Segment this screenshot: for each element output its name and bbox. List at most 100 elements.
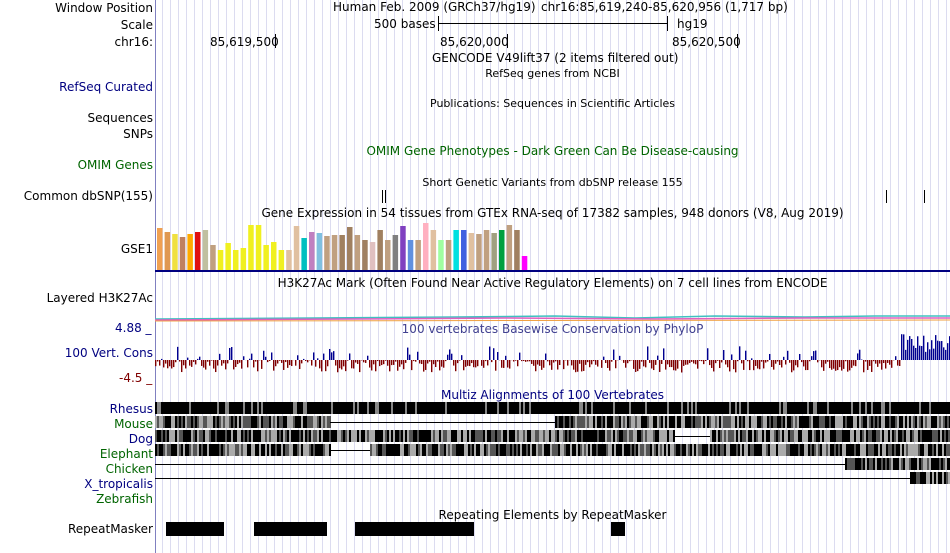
alignment-block	[900, 444, 902, 456]
alignment-block	[275, 416, 277, 428]
multiz-alignment[interactable]	[155, 401, 950, 493]
alignment-block	[891, 416, 893, 428]
repeat-element[interactable]	[166, 522, 224, 536]
alignment-block	[474, 444, 476, 456]
repeat-element[interactable]	[254, 522, 327, 536]
species-dog[interactable]: Dog	[128, 432, 153, 446]
alignment-block	[155, 402, 157, 414]
alignment-block	[859, 458, 861, 470]
cons-bar	[873, 360, 875, 362]
alignment-block	[157, 402, 159, 414]
alignment-block	[948, 472, 950, 484]
cons-bar	[251, 353, 253, 360]
alignment-block	[229, 444, 231, 456]
alignment-block	[946, 444, 948, 456]
repeatmasker-label[interactable]: RepeatMasker	[67, 522, 153, 536]
repeat-element[interactable]	[355, 522, 474, 536]
species-chicken[interactable]: Chicken	[105, 462, 153, 476]
alignment-block	[710, 444, 712, 456]
alignment-block	[181, 444, 183, 456]
gtex-bar	[339, 235, 345, 270]
alignment-block	[431, 430, 433, 442]
species-zebrafish[interactable]: Zebrafish	[96, 492, 153, 506]
alignment-block	[177, 402, 179, 414]
alignment-block	[583, 402, 585, 414]
dbsnp-label[interactable]: Common dbSNP(155)	[23, 189, 153, 203]
alignment-block	[484, 444, 486, 456]
alignment-block	[650, 444, 652, 456]
snp-mark[interactable]	[382, 190, 383, 203]
alignment-block	[849, 416, 851, 428]
sequences-label[interactable]: Sequences	[87, 111, 153, 125]
species-elephant[interactable]: Elephant	[99, 447, 153, 461]
omim-label[interactable]: OMIM Genes	[77, 158, 153, 172]
alignment-block	[478, 444, 480, 456]
gtex-chart[interactable]	[155, 222, 950, 274]
alignment-block	[754, 444, 756, 456]
alignment-block	[494, 444, 496, 456]
cons-bar	[655, 360, 657, 365]
alignment-block	[231, 444, 233, 456]
alignment-block	[579, 402, 581, 414]
cons-bar	[913, 345, 915, 360]
cons-bar	[191, 360, 193, 367]
publications-title[interactable]: Publications: Sequences in Scientific Ar…	[430, 97, 675, 110]
species-mouse[interactable]: Mouse	[114, 417, 153, 431]
alignment-block	[161, 430, 163, 442]
gtex-bar	[271, 242, 277, 270]
snp-mark[interactable]	[924, 190, 925, 203]
alignment-block	[203, 402, 205, 414]
refseq-label[interactable]: RefSeq Curated	[59, 80, 153, 94]
gtex-bar	[483, 230, 490, 270]
cons-bar	[931, 340, 933, 360]
h3k27ac-label[interactable]: Layered H3K27Ac	[46, 291, 153, 305]
alignment-block	[355, 402, 357, 414]
gtex-bar	[263, 245, 269, 270]
alignment-block	[746, 444, 748, 456]
cons-bar	[887, 360, 889, 363]
alignment-block	[213, 402, 215, 414]
alignment-block	[329, 402, 331, 414]
alignment-block	[389, 402, 391, 414]
alignment-block	[381, 430, 383, 442]
alignment-block	[942, 472, 944, 484]
alignment-block	[880, 444, 882, 456]
cons-label[interactable]: 100 Vert. Cons	[64, 346, 153, 360]
alignment-block	[747, 402, 749, 414]
species-rhesus[interactable]: Rhesus	[109, 402, 153, 416]
alignment-block	[381, 402, 383, 414]
alignment-block	[173, 416, 175, 428]
species-x-tropicalis[interactable]: X_tropicalis	[84, 477, 153, 491]
cons-bar	[803, 360, 805, 367]
alignment-block	[535, 430, 537, 442]
alignment-block	[275, 430, 277, 442]
scale-bar-right	[667, 16, 668, 31]
alignment-block	[483, 402, 485, 414]
gtex-label[interactable]: GSE1	[120, 242, 153, 256]
snp-mark[interactable]	[385, 190, 386, 203]
alignment-block	[169, 416, 171, 428]
alignment-block	[928, 472, 930, 484]
gencode-title[interactable]: GENCODE V49lift37 (2 items filtered out)	[432, 51, 679, 65]
cons-chart[interactable]	[155, 334, 950, 384]
snp-mark[interactable]	[886, 190, 887, 203]
alignment-block	[888, 430, 890, 442]
range-text[interactable]: chr16:85,619,240-85,620,956 (1,717 bp)	[541, 0, 788, 14]
snps-label[interactable]: SNPs	[123, 127, 153, 141]
cons-bar	[475, 360, 477, 368]
cons-bar	[881, 360, 883, 370]
alignment-block	[780, 444, 782, 456]
alignment-block	[810, 444, 812, 456]
cons-bar	[183, 360, 185, 366]
alignment-block	[789, 402, 791, 414]
alignment-block	[221, 430, 223, 442]
alignment-block	[249, 430, 251, 442]
cons-bar	[507, 360, 509, 368]
gtex-bar	[453, 230, 459, 270]
alignment-block	[627, 430, 629, 442]
alignment-block	[475, 402, 477, 414]
alignment-block	[271, 430, 273, 442]
alignment-block	[683, 402, 685, 414]
alignment-block	[610, 444, 612, 456]
repeat-element[interactable]	[611, 522, 625, 536]
